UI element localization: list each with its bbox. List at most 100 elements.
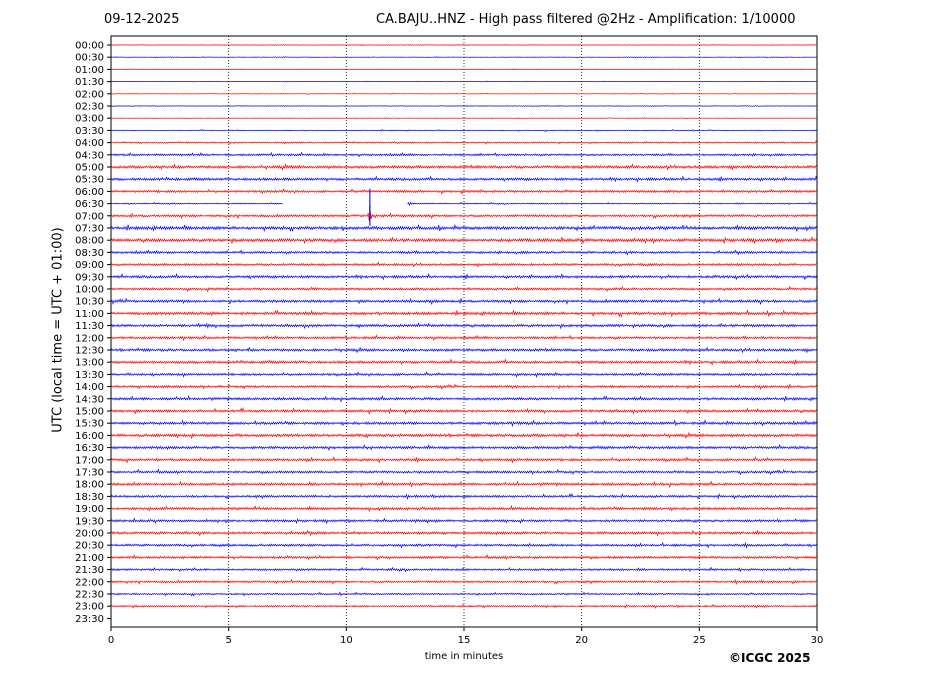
trace-line [110,407,818,415]
x-axis-label: time in minutes [424,651,504,662]
trace-line [110,236,818,245]
trace-line [110,68,818,71]
trace-line [110,249,818,256]
x-tick-label: 30 [811,635,824,646]
y-tick-label: 21:30 [75,565,104,576]
date-label: 09-12-2025 [104,12,180,27]
trace-line [110,128,818,132]
trace-line [110,272,818,281]
trace-line [110,394,818,403]
y-tick-label: 17:30 [75,468,104,479]
y-tick-label: 18:00 [75,480,104,491]
trace-line [110,358,818,366]
y-tick-label: 19:00 [75,504,104,515]
trace-line [110,151,818,158]
trace-line [110,43,818,46]
trace-line [110,383,818,391]
y-tick-label: 20:30 [75,541,104,552]
trace-line [110,261,818,268]
y-tick-label: 20:00 [75,529,104,540]
trace-line [110,468,818,476]
y-tick-label: 00:30 [75,53,104,64]
y-tick-label: 07:00 [75,211,104,222]
trace-line [110,591,818,597]
trace-line [110,517,818,525]
copyright-label: ©ICGC 2025 [729,651,811,665]
y-tick-label: 12:30 [75,346,104,357]
trace-line [110,578,818,586]
trace-line [110,80,818,83]
trace-line [110,140,818,145]
x-tick-label: 0 [108,635,114,646]
trace-line [110,419,818,428]
y-tick-label: 03:30 [75,126,104,137]
y-tick-label: 14:00 [75,382,104,393]
trace-line [110,117,818,120]
trace-line [110,223,818,233]
y-tick-label: 18:30 [75,492,104,503]
y-tick-label: 15:00 [75,407,104,418]
trace-line [110,163,818,171]
trace-line [110,431,818,440]
y-tick-label: 09:30 [75,272,104,283]
trace-line [110,504,818,513]
trace-line [110,456,818,464]
y-tick-label: 14:30 [75,394,104,405]
trace-line [110,104,818,108]
trace-line [110,529,818,537]
y-tick-label: 16:30 [75,443,104,454]
plot-frame [110,35,818,628]
y-tick-label: 17:00 [75,455,104,466]
trace-line [110,492,818,501]
trace-line [110,566,818,573]
y-tick-label: 11:00 [75,309,104,320]
trace-line [110,334,818,342]
trace-line [110,309,818,318]
y-tick-label: 06:00 [75,187,104,198]
trace-line [110,297,818,306]
x-tick-label: 20 [575,635,588,646]
y-tick-label: 10:00 [75,285,104,296]
y-tick-label: 15:30 [75,419,104,430]
trace-line [110,92,818,95]
y-tick-label: 07:30 [75,224,104,235]
y-tick-label: 06:30 [75,199,104,210]
trace-line [110,188,818,195]
trace-line [110,443,818,452]
trace-line [110,480,818,488]
x-tick-label: 15 [458,635,471,646]
y-tick-label: 13:30 [75,370,104,381]
y-tick-label: 10:30 [75,297,104,308]
trace-line [110,175,818,183]
y-tick-label: 13:00 [75,358,104,369]
trace-line [110,56,818,59]
y-tick-label: 21:00 [75,553,104,564]
trace-line [110,285,818,293]
y-tick-label: 02:30 [75,102,104,113]
y-tick-label: 03:00 [75,114,104,125]
y-tick-label: 04:00 [75,138,104,149]
y-tick-label: 16:00 [75,431,104,442]
y-tick-label: 22:30 [75,590,104,601]
trace-line [110,541,818,549]
y-tick-label: 01:30 [75,77,104,88]
trace-line [110,371,818,378]
y-tick-label: 09:00 [75,260,104,271]
y-tick-label: 00:00 [75,41,104,52]
x-tick-label: 10 [340,635,353,646]
trace-line [110,346,818,354]
y-tick-label: 23:30 [75,614,104,625]
trace-line [110,201,818,207]
y-tick-label: 02:00 [75,89,104,100]
x-tick-label: 25 [693,635,706,646]
trace-line [110,553,818,561]
y-tick-label: 05:30 [75,175,104,186]
y-tick-label: 01:00 [75,65,104,76]
y-tick-label: 19:30 [75,516,104,527]
y-tick-label: 08:00 [75,236,104,247]
chart-title: CA.BAJU..HNZ - High pass filtered @2Hz -… [376,12,796,27]
trace-line [110,322,818,330]
y-tick-label: 22:00 [75,577,104,588]
trace-line [110,209,818,221]
